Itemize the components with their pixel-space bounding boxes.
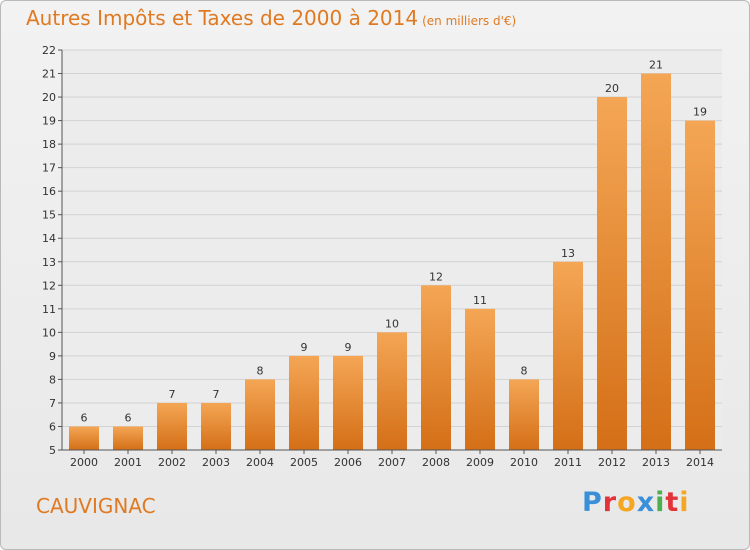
commune-name: CAUVIGNAC (36, 494, 156, 518)
bar (201, 402, 231, 450)
y-tick-label: 16 (42, 185, 56, 198)
data-label: 19 (693, 106, 707, 119)
x-tick-label: 2012 (598, 456, 626, 469)
data-label: 8 (257, 364, 264, 377)
y-tick-label: 18 (42, 138, 56, 151)
data-label: 10 (385, 317, 399, 330)
x-tick-label: 2008 (422, 456, 450, 469)
data-label: 11 (473, 294, 487, 307)
data-label: 6 (125, 411, 132, 424)
proxiti-logo: Proxiti (582, 487, 690, 518)
y-tick-label: 5 (49, 444, 56, 457)
logo-letter: x (636, 487, 656, 518)
chart-title-unit: (en milliers d'€) (422, 14, 517, 28)
bar (553, 261, 583, 450)
data-label: 6 (81, 411, 88, 424)
bar (421, 285, 451, 450)
bar (245, 379, 275, 450)
x-tick-label: 2011 (554, 456, 582, 469)
bar (377, 332, 407, 450)
y-tick-label: 6 (49, 420, 56, 433)
bar (685, 120, 715, 451)
x-tick-label: 2005 (290, 456, 318, 469)
x-tick-label: 2006 (334, 456, 362, 469)
data-label: 7 (169, 388, 176, 401)
data-label: 9 (301, 341, 308, 354)
x-tick-label: 2002 (158, 456, 186, 469)
y-tick-label: 13 (42, 256, 56, 269)
logo-letter: P (582, 487, 603, 518)
data-label: 21 (649, 59, 663, 72)
bar (69, 426, 99, 450)
y-tick-label: 21 (42, 68, 56, 81)
data-label: 13 (561, 247, 575, 260)
logo-letter: t (665, 487, 680, 518)
bar (597, 97, 627, 450)
bars (69, 73, 715, 451)
logo-letter: i (679, 487, 690, 518)
data-label: 9 (345, 341, 352, 354)
y-tick-label: 19 (42, 115, 56, 128)
x-tick-label: 2014 (686, 456, 714, 469)
bar (641, 73, 671, 450)
bar (509, 379, 539, 450)
data-label: 12 (429, 270, 443, 283)
y-tick-label: 14 (42, 232, 56, 245)
bar (465, 308, 495, 450)
x-tick-label: 2000 (70, 456, 98, 469)
bar (333, 355, 363, 450)
axes (58, 49, 722, 454)
y-tick-label: 20 (42, 91, 56, 104)
labels: 5 6 7 8 9 10 11 12 13 14 15 16 17 18 19 20 21 22 6 2000 6 200… (42, 44, 714, 469)
x-tick-label: 2004 (246, 456, 274, 469)
y-tick-label: 9 (49, 350, 56, 363)
logo-letter: r (602, 487, 618, 518)
bar (113, 426, 143, 450)
x-tick-label: 2001 (114, 456, 142, 469)
y-tick-label: 15 (42, 209, 56, 222)
data-label: 7 (213, 388, 220, 401)
chart-title-text: Autres Impôts et Taxes de 2000 à 2014 (26, 6, 419, 30)
y-tick-label: 11 (42, 303, 56, 316)
y-tick-label: 8 (49, 373, 56, 386)
x-tick-label: 2003 (202, 456, 230, 469)
logo-letter: o (617, 487, 637, 518)
bar (157, 402, 187, 450)
y-tick-label: 12 (42, 279, 56, 292)
chart-title: Autres Impôts et Taxes de 2000 à 2014 (en… (26, 6, 516, 30)
data-label: 8 (521, 364, 528, 377)
y-tick-label: 7 (49, 397, 56, 410)
x-tick-label: 2009 (466, 456, 494, 469)
bar (289, 355, 319, 450)
x-tick-label: 2010 (510, 456, 538, 469)
x-tick-label: 2013 (642, 456, 670, 469)
logo-letter: i (655, 487, 666, 518)
data-label: 20 (605, 82, 619, 95)
y-tick-label: 10 (42, 326, 56, 339)
y-tick-label: 17 (42, 162, 56, 175)
x-tick-label: 2007 (378, 456, 406, 469)
y-tick-label: 22 (42, 44, 56, 57)
